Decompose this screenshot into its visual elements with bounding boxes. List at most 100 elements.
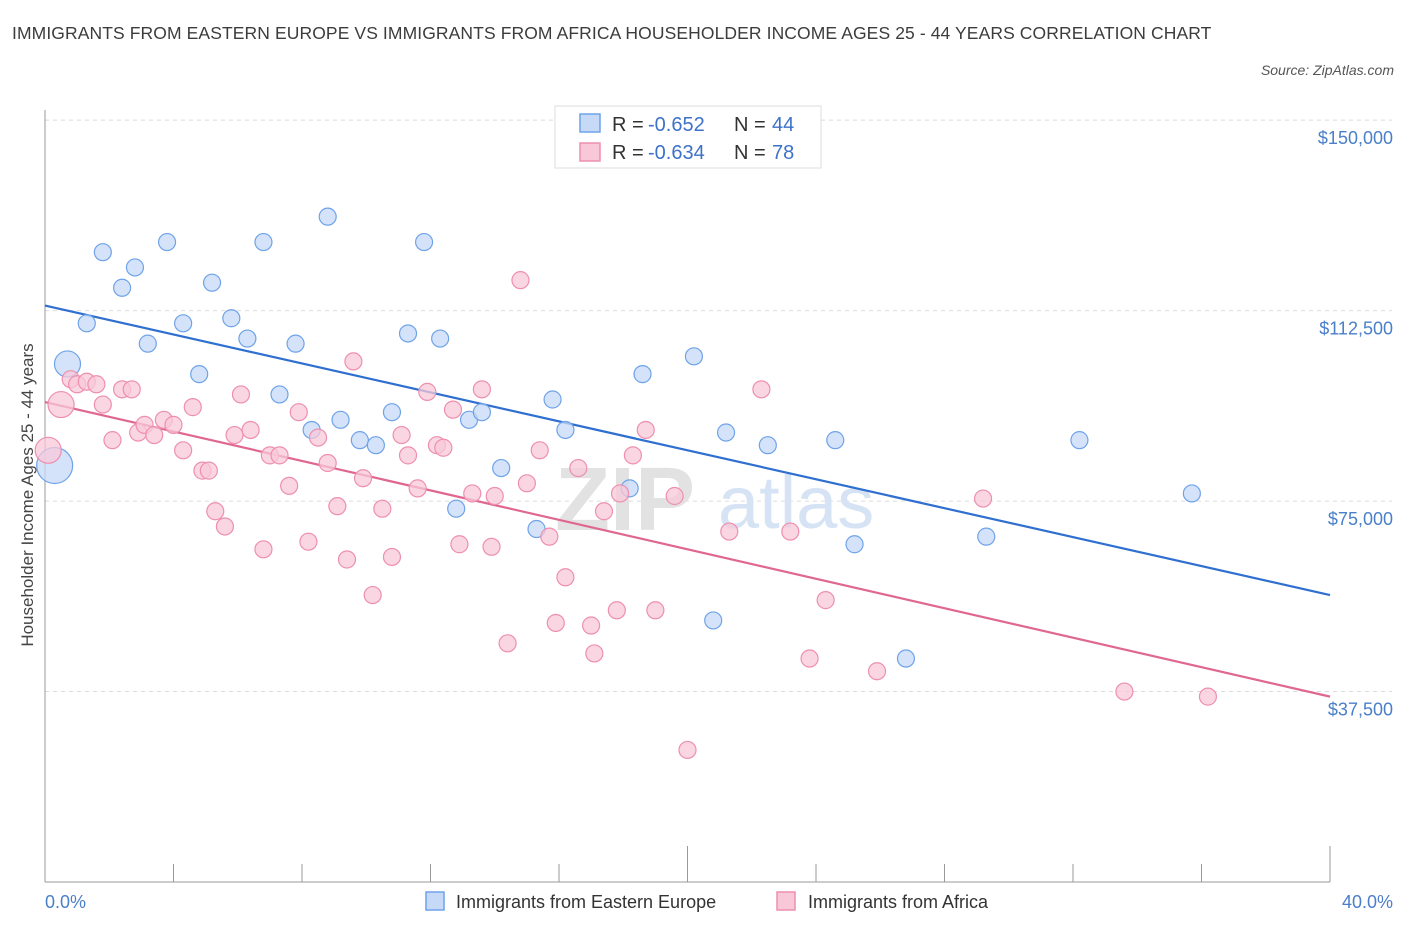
trend-line-africa: [44, 400, 1331, 698]
point-eastern-europe-30: [543, 390, 562, 409]
y-tick-label-2: $112,500: [1319, 319, 1393, 339]
legend-swatch-eastern-europe: [425, 891, 445, 911]
stats-r-value-2: -0.634: [648, 142, 705, 164]
point-africa-52: [511, 271, 530, 290]
point-africa-6: [93, 395, 112, 414]
point-africa-59: [582, 616, 601, 635]
stats-r-label-2: R =: [612, 142, 644, 164]
point-africa-63: [610, 484, 630, 503]
point-africa-20: [215, 517, 234, 536]
point-africa-21: [225, 425, 244, 445]
legend-label-eastern-europe: Immigrants from Eastern Europe: [456, 892, 716, 912]
y-tick-label-3: $150,000: [1318, 128, 1393, 148]
point-africa-66: [646, 601, 665, 620]
point-africa-18: [199, 461, 218, 480]
point-eastern-europe-34: [684, 347, 704, 366]
point-africa-12: [145, 425, 164, 445]
chart-title: IMMIGRANTS FROM EASTERN EUROPE VS IMMIGR…: [12, 23, 1212, 43]
point-africa-64: [623, 446, 642, 465]
point-africa-34: [344, 352, 363, 371]
point-africa-58: [569, 458, 588, 478]
trend-lines: [44, 304, 1331, 698]
point-eastern-europe-41: [977, 527, 996, 546]
point-eastern-europe-36: [716, 423, 736, 442]
point-eastern-europe-18: [331, 410, 350, 429]
point-eastern-europe-20: [366, 436, 385, 455]
point-eastern-europe-8: [174, 314, 193, 333]
point-eastern-europe-23: [414, 232, 434, 252]
point-eastern-europe-2: [77, 314, 96, 333]
point-africa-60: [585, 644, 604, 663]
point-eastern-europe-3: [93, 243, 112, 262]
point-africa-51: [498, 634, 517, 653]
chart-source: Source: ZipAtlas.com: [1260, 62, 1394, 78]
point-africa-22: [231, 385, 251, 404]
stats-n-value-1: 44: [772, 114, 794, 136]
point-africa-26: [270, 446, 289, 465]
point-africa-7: [103, 431, 122, 450]
point-eastern-europe-10: [202, 273, 222, 292]
point-africa-32: [328, 497, 347, 516]
point-africa-41: [408, 479, 427, 498]
point-eastern-europe-9: [190, 365, 209, 384]
data-points: [34, 207, 1218, 760]
point-eastern-europe-42: [1070, 431, 1089, 450]
point-africa-33: [337, 550, 357, 569]
point-africa-53: [517, 474, 536, 493]
point-africa-24: [254, 540, 273, 559]
point-africa-30: [308, 428, 328, 447]
point-africa-70: [752, 380, 771, 399]
point-africa-9: [122, 380, 141, 399]
point-africa-40: [398, 446, 418, 465]
stats-r-label-1: R =: [612, 114, 644, 136]
point-africa-5: [87, 375, 106, 394]
point-africa-42: [418, 382, 437, 401]
point-africa-14: [164, 415, 183, 434]
point-eastern-europe-37: [758, 436, 777, 455]
point-africa-65: [636, 420, 655, 440]
point-eastern-europe-25: [447, 499, 466, 518]
point-africa-56: [546, 613, 565, 633]
point-eastern-europe-4: [112, 278, 132, 297]
point-africa-55: [540, 527, 559, 546]
point-eastern-europe-7: [157, 232, 177, 252]
point-eastern-europe-15: [286, 334, 305, 353]
point-africa-46: [450, 535, 469, 554]
point-eastern-europe-43: [1182, 484, 1201, 503]
point-africa-75: [973, 489, 993, 508]
point-africa-50: [485, 486, 504, 506]
point-africa-72: [800, 649, 819, 668]
stats-swatch-pink: [579, 142, 601, 162]
point-eastern-europe-21: [382, 403, 402, 422]
stats-n-label-1: N =: [734, 114, 766, 136]
point-africa-16: [183, 398, 202, 417]
x-ticks: [44, 846, 1331, 882]
point-africa-61: [594, 502, 614, 521]
trend-line-eastern-europe: [44, 304, 1331, 597]
point-africa-27: [280, 476, 299, 495]
point-eastern-europe-17: [318, 207, 337, 226]
y-tick-label-1: $75,000: [1328, 509, 1393, 529]
y-axis-label: Householder Income Ages 25 - 44 years: [18, 343, 37, 646]
point-eastern-europe-40: [896, 649, 916, 668]
stats-swatch-blue: [579, 113, 601, 133]
point-africa-76: [1115, 682, 1134, 701]
stats-r-value-1: -0.652: [648, 114, 705, 136]
x-tick-label-left: 0.0%: [45, 892, 86, 912]
point-africa-39: [392, 425, 411, 445]
point-africa-0: [34, 436, 62, 464]
point-africa-35: [353, 469, 373, 488]
point-africa-54: [530, 441, 549, 460]
legend-swatch-africa: [776, 891, 796, 911]
point-eastern-europe-11: [222, 309, 241, 328]
stats-n-label-2: N =: [734, 142, 766, 164]
point-eastern-europe-39: [845, 535, 864, 554]
point-africa-37: [373, 499, 392, 518]
point-eastern-europe-28: [492, 458, 511, 478]
point-africa-44: [434, 438, 453, 457]
point-eastern-europe-33: [633, 365, 652, 384]
stats-legend: R = -0.652 N = 44 R = -0.634 N = 78: [554, 105, 822, 169]
y-tick-label-0: $37,500: [1328, 700, 1393, 720]
point-eastern-europe-19: [350, 431, 369, 450]
